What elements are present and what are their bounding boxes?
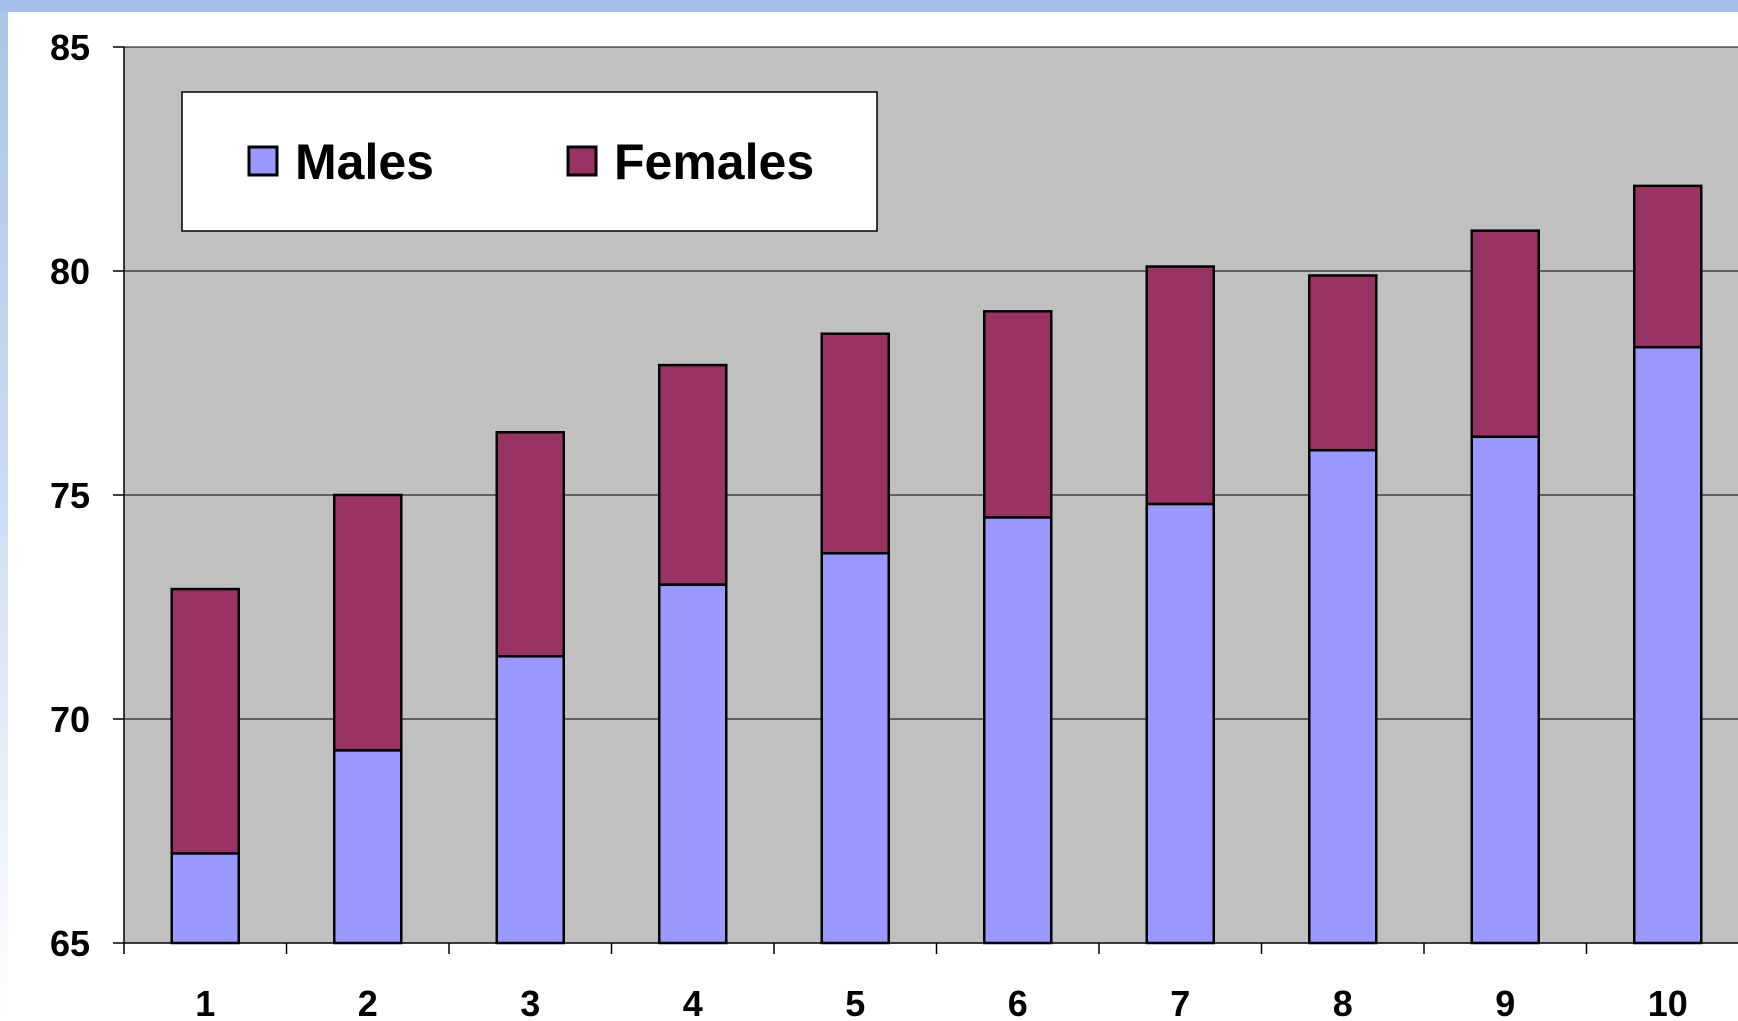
- legend-label-females: Females: [614, 134, 814, 190]
- y-axis-ticks: 65 70 75 80 85: [50, 27, 124, 964]
- x-tick-label: 9: [1495, 983, 1515, 1021]
- bar-females-4: [658, 363, 728, 586]
- title-band: [0, 0, 1738, 12]
- legend-box: [181, 91, 878, 232]
- x-tick-label: 3: [520, 983, 540, 1021]
- bar-males-3: [495, 655, 565, 945]
- x-tick-label: 8: [1333, 983, 1353, 1021]
- bar-females-10: [1633, 184, 1703, 349]
- bar-males-9: [1470, 435, 1540, 945]
- x-tick-label: 1: [195, 983, 215, 1021]
- bar-females-6: [983, 310, 1053, 519]
- legend: Males Females: [181, 91, 878, 232]
- bar-males-1: [170, 852, 240, 945]
- bar-females-2: [333, 493, 403, 752]
- legend-swatch-males: [247, 145, 279, 177]
- x-axis-ticks: 1 2 3 4 5 6 7 8 9 10: [123, 943, 1688, 1021]
- bar-males-7: [1145, 502, 1215, 945]
- x-tick-label: 10: [1648, 983, 1688, 1021]
- bar-males-10: [1633, 345, 1703, 945]
- y-tick-label: 80: [50, 251, 90, 292]
- bar-females-8: [1308, 274, 1378, 452]
- legend-swatch-females: [566, 145, 598, 177]
- y-tick-label: 85: [50, 27, 90, 68]
- bar-females-9: [1470, 229, 1540, 439]
- bar-males-8: [1308, 448, 1378, 945]
- x-tick-label: 4: [683, 983, 703, 1021]
- x-tick-label: 5: [845, 983, 865, 1021]
- y-tick-label: 65: [50, 923, 90, 964]
- bar-males-6: [983, 516, 1053, 945]
- x-tick-label: 2: [358, 983, 378, 1021]
- bar-females-1: [170, 587, 240, 855]
- x-tick-label: 7: [1170, 983, 1190, 1021]
- bar-males-5: [820, 551, 890, 945]
- bar-females-7: [1145, 265, 1215, 506]
- legend-label-males: Males: [295, 134, 434, 190]
- bar-females-5: [820, 332, 890, 555]
- bar-males-4: [658, 583, 728, 945]
- bar-females-3: [495, 431, 565, 658]
- x-tick-label: 6: [1008, 983, 1028, 1021]
- y-tick-label: 75: [50, 475, 90, 516]
- y-tick-label: 70: [50, 699, 90, 740]
- bar-males-2: [333, 749, 403, 945]
